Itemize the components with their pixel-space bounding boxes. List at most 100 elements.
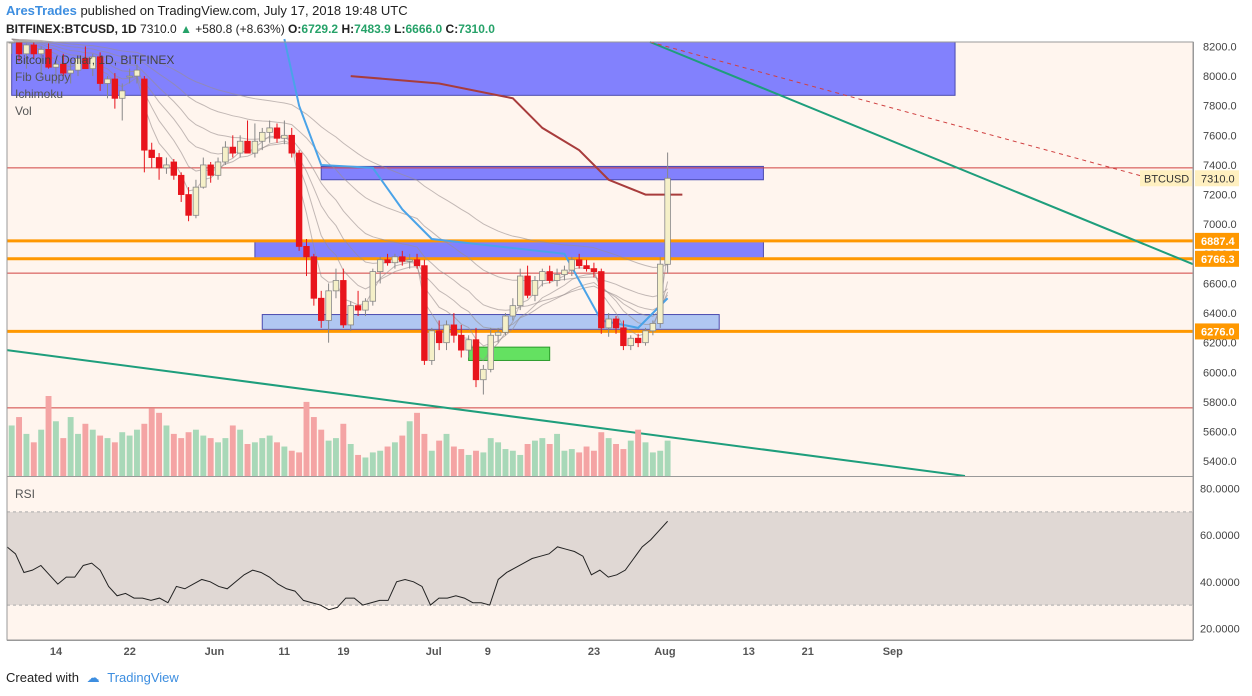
legend-indicator-1[interactable]: Ichimoku (15, 87, 64, 101)
volume-bar (215, 442, 221, 476)
candle-body (303, 246, 310, 258)
candle-body (384, 259, 391, 264)
rsi-tick-label: 60.0000 (1200, 530, 1240, 542)
volume-bar (8, 425, 15, 476)
volume-bar (30, 442, 37, 476)
open-label: O: (288, 22, 302, 36)
date-tick-label: 13 (743, 646, 755, 658)
low-value: 6666.0 (405, 22, 443, 36)
volume-bar (620, 449, 627, 476)
candle-body (266, 127, 273, 133)
symbol-tag-label: BTCUSD (1144, 173, 1189, 185)
candle-body (605, 318, 612, 329)
candle-body (67, 69, 74, 74)
date-tick-label: 21 (802, 646, 814, 658)
volume-bar (664, 440, 671, 476)
candle-body (509, 305, 517, 317)
volume-bar (502, 449, 509, 476)
last-price: 7310.0 (140, 22, 177, 36)
author-link[interactable]: AresTrades (6, 3, 77, 18)
volume-bar (23, 433, 30, 476)
volume-bar (568, 449, 575, 476)
zone-2 (254, 239, 764, 259)
volume-bar (473, 450, 479, 476)
candle-body (74, 57, 82, 71)
volume-bar (590, 450, 597, 476)
candle-body (347, 305, 354, 326)
volume-bar (561, 450, 568, 476)
change-value: +580.8 (+8.63%) (195, 22, 285, 36)
candle-body (288, 134, 295, 154)
volume-bar (288, 450, 295, 476)
candle-body (185, 194, 192, 216)
candle-body (60, 63, 67, 74)
publish-line: AresTrades published on TradingView.com,… (6, 3, 408, 18)
candle-body (111, 78, 119, 99)
candle-body (376, 259, 384, 272)
price-tick-label: 6000.0 (1203, 367, 1237, 379)
candle-body (465, 339, 472, 351)
candle-body (369, 271, 377, 302)
rsi-label[interactable]: RSI (15, 487, 36, 501)
candle-body (200, 164, 207, 188)
candle-body (487, 334, 494, 370)
volume-bar (583, 446, 590, 476)
date-tick-label: 23 (588, 646, 600, 658)
price-tick-label: 8000.0 (1203, 71, 1237, 83)
volume-bar (414, 412, 420, 476)
volume-bar (406, 421, 413, 476)
volume-bar (303, 401, 310, 476)
volume-bar (207, 438, 214, 476)
rsi-layer (6, 511, 1193, 611)
date-tick-label: Aug (654, 646, 675, 658)
level-tag-bg (1195, 232, 1239, 249)
candle-body (89, 56, 96, 70)
volume-bar (45, 396, 52, 476)
volume-bar (532, 440, 538, 476)
rsi-tick-label: 20.0000 (1200, 623, 1240, 635)
candle-body (340, 280, 347, 326)
volume-bar (134, 429, 140, 476)
open-value: 6729.2 (301, 22, 339, 36)
date-tick-label: Jun (205, 646, 225, 658)
candle-body (399, 256, 406, 262)
candle-body (553, 274, 561, 281)
candle-body (273, 127, 281, 139)
volume-bar (399, 435, 406, 476)
guppy-line-5 (11, 38, 668, 268)
legend-indicator-0[interactable]: Fib Guppy (15, 70, 71, 84)
volume-bar (347, 444, 354, 476)
candle-body (517, 275, 524, 307)
candle-body (568, 259, 576, 271)
volume-bar (310, 417, 317, 476)
zone-0 (11, 41, 956, 96)
price-tick-label: 7000.0 (1203, 219, 1237, 231)
volume-bar (75, 433, 81, 476)
candle-body (259, 131, 266, 142)
last-price-tag-bg (1195, 170, 1239, 187)
zone-1 (320, 165, 764, 181)
candle-body (281, 134, 288, 139)
candle-body (450, 324, 458, 336)
volume-bar (657, 450, 664, 476)
candle-body (82, 57, 89, 70)
volume-bar (428, 450, 435, 476)
candle-body (207, 164, 214, 176)
candle-body (104, 78, 111, 84)
candle-body (494, 331, 502, 336)
legend-indicator-2[interactable]: Vol (15, 104, 32, 118)
candle-body (583, 265, 590, 270)
volume-bar (82, 423, 89, 476)
created-with-text: Created with (6, 670, 79, 685)
legend-title[interactable]: Bitcoin / Dollar, 1D, BITFINEX (15, 53, 175, 67)
tradingview-link[interactable]: TradingView (107, 670, 179, 685)
volume-bar (52, 421, 59, 476)
price-tick-label: 7400.0 (1203, 160, 1237, 172)
candle-body (148, 149, 155, 158)
volume-bar (325, 440, 332, 476)
candle-body (318, 297, 325, 321)
candle-body (435, 330, 443, 344)
candle-body (30, 44, 37, 55)
tradingview-cloud-icon[interactable]: ☁ (86, 670, 100, 685)
